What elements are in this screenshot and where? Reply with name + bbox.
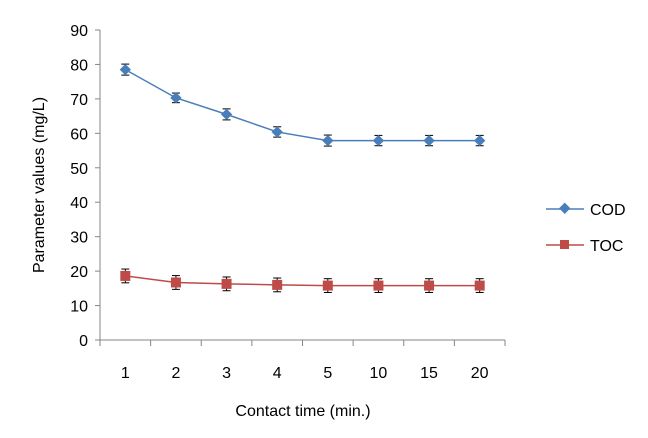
axes (99, 30, 505, 341)
legend-label-toc: TOC (590, 238, 623, 255)
x-tick-label: 2 (171, 365, 180, 382)
y-tick-label: 40 (70, 195, 88, 212)
legend-marker-toc (560, 240, 569, 249)
x-ticks: 1 2 3 4 5 10 15 20 (99, 340, 506, 382)
data-point-toc (322, 280, 333, 291)
y-tick-label: 10 (70, 299, 88, 316)
legend-item-cod: COD (546, 202, 626, 219)
data-point-toc (474, 280, 485, 291)
series-toc (120, 268, 485, 293)
plot-area (119, 63, 486, 293)
data-point-cod (372, 134, 385, 147)
legend: COD TOC (546, 202, 626, 255)
data-point-toc (221, 278, 232, 289)
y-tick-label: 20 (70, 264, 88, 281)
legend-item-toc: TOC (546, 238, 623, 255)
data-point-toc (424, 280, 435, 291)
y-ticks: 0 10 20 30 40 50 60 70 80 90 (70, 23, 100, 350)
x-tick-label: 1 (121, 365, 130, 382)
x-tick-label: 15 (420, 365, 438, 382)
y-tick-label: 70 (70, 92, 88, 109)
x-tick-label: 20 (471, 365, 489, 382)
data-point-cod (423, 134, 435, 147)
series-line-cod (124, 68, 480, 142)
data-point-cod (474, 134, 486, 147)
y-tick-label: 0 (79, 333, 88, 350)
data-point-toc (373, 280, 384, 291)
data-point-cod (271, 126, 283, 138)
data-point-toc (272, 279, 283, 290)
x-tick-label: 4 (273, 365, 282, 382)
x-tick-label: 10 (370, 365, 388, 382)
series-cod (119, 63, 486, 147)
y-tick-label: 60 (70, 126, 88, 143)
data-point-cod (322, 134, 334, 147)
x-tick-label: 3 (222, 365, 231, 382)
y-tick-label: 50 (70, 161, 88, 178)
x-tick-label: 5 (323, 365, 332, 382)
y-tick-label: 30 (70, 230, 88, 247)
data-point-cod (119, 63, 131, 76)
y-axis-title: Parameter values (mg/L) (31, 97, 48, 273)
y-tick-label: 90 (70, 23, 88, 40)
legend-label-cod: COD (590, 202, 626, 219)
data-point-cod (170, 92, 182, 104)
series-line-toc (125, 275, 480, 287)
y-tick-label: 80 (70, 57, 88, 74)
data-point-toc (170, 277, 181, 288)
x-axis-title: Contact time (min.) (235, 403, 370, 420)
data-point-cod (220, 108, 233, 121)
data-point-toc (120, 270, 131, 281)
legend-marker-cod (559, 202, 571, 214)
